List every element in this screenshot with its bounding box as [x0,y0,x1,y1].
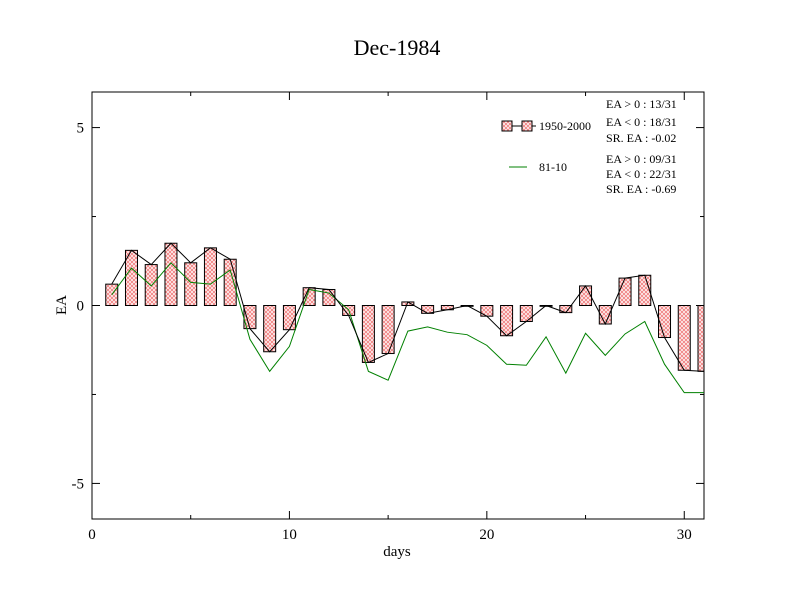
bar-1950-2000-day-15 [381,305,395,355]
legend-item-81-10: 81-10 [509,160,567,174]
stats-1950-2000: EA > 0 : 13/31 EA < 0 : 18/31 SR. EA : -… [606,97,677,145]
bar-1950-2000-day-22 [519,305,533,323]
bar-1950-2000-day-9 [263,305,277,353]
bar-1950-2000-day-29 [658,305,672,339]
x-tick-label-0: 0 [88,527,96,543]
bar-1950-2000-day-10 [282,305,296,331]
legend-label-1950-2000: 1950-2000 [539,119,591,133]
x-axis-label: days [383,544,411,560]
stat-81-10-negative: EA < 0 : 22/31 [606,167,677,181]
bar-1950-2000-day-6 [203,247,217,306]
y-tick-label-5: 5 [77,121,85,137]
legend-swatch-bar-1950-2000-a [501,120,513,132]
y-tick-label-0: 0 [77,299,85,315]
legend: 1950-2000 81-10 EA > 0 : 13/31 EA < 0 : … [501,97,677,196]
legend-swatch-bar-1950-2000-b [521,120,533,132]
ticks-layer: 0 10 20 30 -5 0 5 [72,92,704,543]
x-tick-label-30: 30 [677,527,692,543]
stat-1950-2000-positive: EA > 0 : 13/31 [606,97,677,111]
bar-1950-2000-day-14 [361,305,375,363]
bar-1950-2000-day-28 [638,274,652,307]
stat-1950-2000-sr: SR. EA : -0.02 [606,131,676,145]
y-tick-label--5: -5 [72,476,85,492]
bar-1950-2000-day-3 [144,264,158,306]
bar-1950-2000-day-1 [105,283,119,306]
bar-1950-2000-day-25 [579,285,593,307]
bar-1950-2000-day-5 [184,262,198,306]
y-axis-label: EA [54,295,70,315]
stat-81-10-positive: EA > 0 : 09/31 [606,152,677,166]
x-tick-label-10: 10 [282,527,297,543]
bars-layer [105,242,705,372]
bar-1950-2000-day-7 [223,258,237,307]
series-line-81-10 [111,262,704,394]
bar-1950-2000-day-31 [697,305,705,372]
lines-layer [111,242,705,394]
chart-title: Dec-1984 [354,35,441,60]
bar-1950-2000-day-4 [164,242,178,307]
bar-1950-2000-day-27 [618,277,632,306]
legend-item-1950-2000: 1950-2000 [501,119,591,133]
legend-label-81-10: 81-10 [539,160,567,174]
bar-1950-2000-day-2 [124,249,138,307]
stats-81-10: EA > 0 : 09/31 EA < 0 : 22/31 SR. EA : -… [606,152,677,196]
bar-1950-2000-day-20 [480,305,494,317]
stat-81-10-sr: SR. EA : -0.69 [606,182,676,196]
stat-1950-2000-negative: EA < 0 : 18/31 [606,115,677,129]
bar-1950-2000-day-30 [677,305,691,371]
x-tick-label-20: 20 [479,527,494,543]
series-line-1950-2000 [111,242,705,372]
